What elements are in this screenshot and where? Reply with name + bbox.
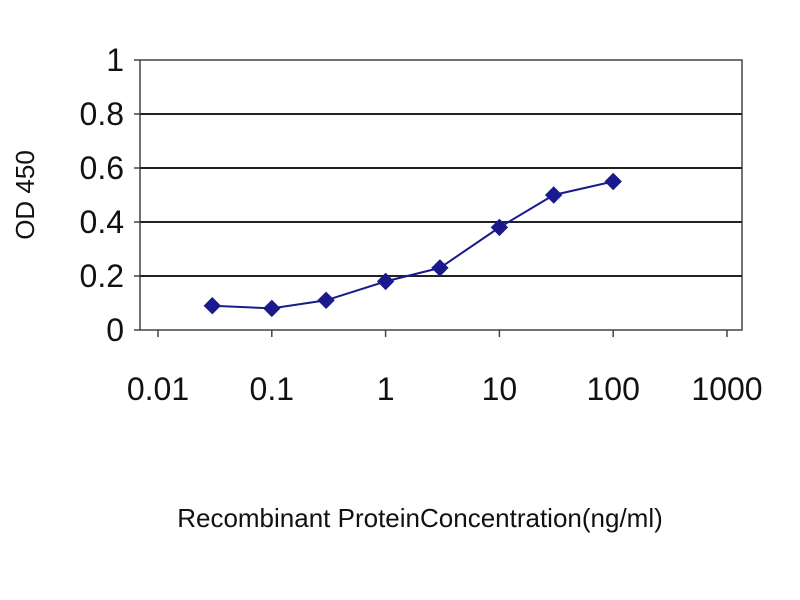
y-axis-ticks: 0 0.2 0.4 0.6 0.8 1 [80,42,140,348]
x-tick-label: 0.1 [250,371,294,407]
x-tick-label: 1 [377,371,395,407]
series-line [212,180,614,310]
series-group [203,172,622,318]
y-axis-title: OD 450 [10,150,40,240]
x-tick-label: 0.01 [127,371,189,407]
data-point [317,291,335,310]
x-tick-label: 100 [587,371,640,407]
y-tick-label: 0.4 [80,204,124,240]
y-tick-label: 1 [106,42,124,78]
data-point [263,299,281,318]
plot-area [139,59,743,331]
x-tick-label: 1000 [691,371,762,407]
data-point [490,218,509,237]
data-point [604,172,622,191]
y-tick-label: 0.6 [80,150,124,186]
x-axis-ticks: 0.01 0.1 1 10 100 1000 [127,330,763,407]
y-tick-label: 0 [106,312,124,348]
data-point [203,296,222,315]
gridlines [140,113,742,277]
data-point [544,186,563,204]
data-point [376,272,395,291]
x-tick-label: 10 [482,371,518,407]
x-axis-title: Recombinant ProteinConcentration(ng/ml) [177,503,663,533]
y-tick-label: 0.8 [80,96,124,132]
y-tick-label: 0.2 [80,258,124,294]
data-point [431,259,449,277]
